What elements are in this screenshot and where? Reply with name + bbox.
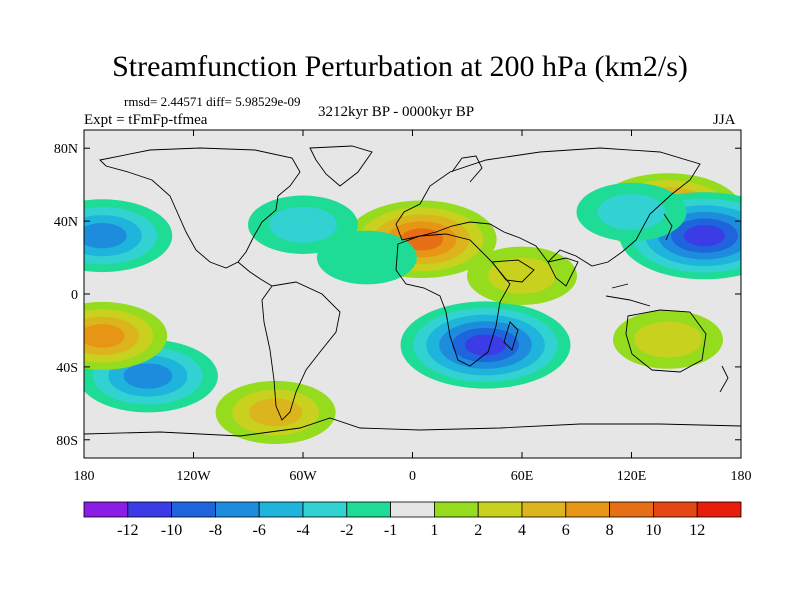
colorbar-swatch — [171, 501, 216, 518]
colorbar-label: -2 — [340, 522, 353, 539]
colorbar-label: 2 — [474, 522, 482, 539]
y-tick-label: 80N — [54, 142, 78, 157]
experiment-label: Expt = tFmFp-tfmea — [84, 112, 208, 128]
period-label: 3212kyr BP - 0000kyr BP — [318, 104, 475, 120]
x-tick-label: 60W — [289, 469, 317, 484]
colorbar-swatch — [302, 501, 348, 518]
coast-north-america — [99, 147, 301, 269]
colorbar-swatch — [127, 501, 173, 518]
anomaly-contour-level — [123, 363, 173, 389]
y-tick-label: 40S — [56, 361, 78, 376]
y-tick-label: 40N — [54, 215, 78, 230]
colorbar-label: 1 — [430, 522, 438, 539]
anomaly-contour-level — [488, 257, 556, 294]
colorbar-label: 8 — [606, 522, 614, 539]
x-tick-label: 180 — [731, 469, 752, 484]
colorbar-swatch — [433, 501, 479, 518]
x-tick-label: 0 — [409, 469, 416, 484]
anomaly-arabian-sea-high — [467, 246, 577, 305]
x-tick-label: 120W — [176, 469, 211, 484]
anomaly-south-pacific-low — [84, 339, 218, 413]
anomaly-contour-level — [597, 194, 666, 230]
anomaly-contour-level — [316, 230, 417, 285]
colorbar-label: 4 — [518, 522, 526, 539]
coastlines — [84, 145, 741, 437]
map-field — [84, 130, 741, 458]
colorbar-label: -4 — [296, 522, 309, 539]
colorbar-label: 6 — [562, 522, 570, 539]
coast-greenland — [309, 145, 373, 187]
colorbar-swatch — [521, 501, 567, 518]
colorbar-swatch — [609, 501, 654, 518]
colorbar-label: -1 — [384, 522, 397, 539]
coast-antarctica — [84, 417, 741, 437]
anomaly-south-africa-low — [400, 301, 571, 389]
x-tick-label: 60E — [511, 469, 534, 484]
anomaly-contour-level — [634, 321, 702, 358]
colorbar: -12 -10 -8 -6 -4 -2 -1 1 2 4 6 8 10 12 — [83, 501, 742, 539]
colorbar-swatch — [390, 501, 435, 518]
coast-indonesia — [605, 283, 651, 307]
chart-title: Streamfunction Perturbation at 200 hPa (… — [112, 50, 688, 83]
colorbar-label: -8 — [209, 522, 222, 539]
colorbar-label: -12 — [117, 522, 138, 539]
anomaly-central-atlantic-low — [316, 230, 417, 285]
colorbar-swatch — [653, 501, 698, 518]
colorbar-label: 10 — [645, 522, 661, 539]
colorbar-swatch — [696, 501, 742, 518]
x-tick-label: 180 — [74, 469, 95, 484]
stats-label: rmsd= 2.44571 diff= 5.98529e-09 — [124, 94, 301, 109]
axes: 180 120W 60W 0 60E 120E 180 80N 40N 0 40S 80S — [54, 130, 752, 484]
coast-south-america — [261, 281, 341, 421]
coast-africa — [395, 233, 511, 367]
colorbar-swatch — [214, 501, 260, 518]
colorbar-swatch — [565, 501, 610, 518]
anomaly-north-pacific-low — [619, 192, 741, 280]
coast-eurasia — [395, 147, 701, 267]
anomaly-contour-level — [269, 206, 337, 243]
colorbar-swatch — [83, 501, 129, 518]
colorbar-swatch — [346, 501, 391, 518]
anomaly-southwest-pacific-high — [84, 301, 168, 370]
coast-arabia — [491, 259, 535, 283]
colorbar-swatch — [477, 501, 523, 518]
y-tick-label: 0 — [71, 288, 78, 303]
coast-scandinavia — [451, 155, 483, 183]
colorbar-label: -6 — [253, 522, 266, 539]
colorbar-label: 12 — [689, 522, 705, 539]
coast-japan — [663, 213, 673, 241]
coast-india — [547, 257, 579, 287]
anomaly-contour-level — [464, 334, 507, 356]
anomaly-east-asia-low — [576, 182, 687, 242]
coast-australia — [625, 309, 707, 373]
colorbar-label: -10 — [161, 522, 182, 539]
coast-central-america — [237, 261, 273, 287]
season-label: JJA — [713, 112, 736, 128]
anomaly-contour-level — [248, 398, 303, 427]
x-tick-label: 120E — [617, 469, 647, 484]
coast-new-zealand — [719, 365, 729, 393]
anomaly-contour-level — [84, 223, 127, 249]
coast-madagascar — [503, 321, 519, 351]
colorbar-swatch — [258, 501, 304, 518]
anomaly-antarctic-high — [215, 380, 336, 445]
anomaly-contour-level — [84, 324, 125, 348]
anomaly-dateline-low — [84, 199, 173, 273]
y-tick-label: 80S — [56, 434, 78, 449]
anomaly-contour-level — [683, 225, 726, 247]
anomaly-australia-high — [613, 310, 723, 369]
